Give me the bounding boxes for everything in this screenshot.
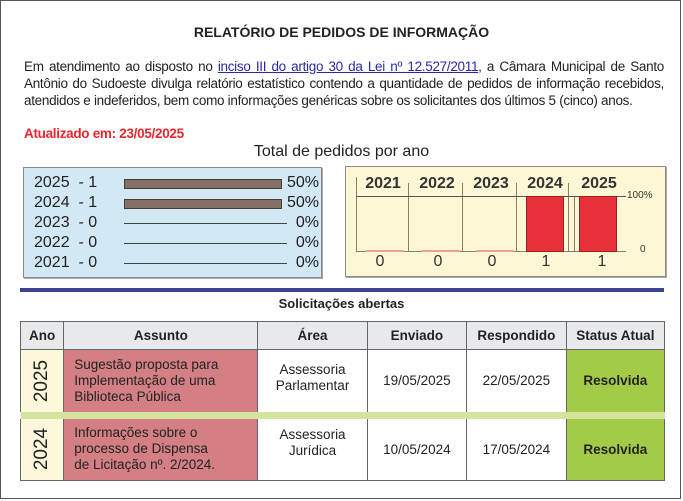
open-requests-title: Solicitações abertas (278, 296, 405, 311)
axis-top-line (356, 196, 626, 197)
intro-text-before: Em atendimento ao disposto no (24, 59, 218, 74)
chart-title: Total de pedidos por ano (253, 143, 430, 160)
year-text: 2025 (31, 359, 53, 402)
summary-label: 2022 - 0 (34, 234, 98, 251)
area-line: Assessoria (279, 426, 346, 442)
cell-respondido: 22/05/2025 (466, 349, 567, 412)
grid-line (574, 196, 575, 252)
separator-cell (20, 411, 665, 419)
subject-line: de Licitação nº. 2/2024. (74, 457, 216, 473)
summary-label: 2025 - 1 (34, 174, 98, 191)
grid-line (568, 183, 569, 252)
summary-pct: 0% (295, 234, 319, 251)
table-header-row: Ano Assunto Área Enviado Respondido Stat… (19, 321, 666, 350)
intro-paragraph: Em atendimento ao disposto no inciso III… (24, 58, 664, 109)
header-status: Status Atual (565, 321, 666, 350)
year-label: 2023 (473, 175, 509, 192)
bar-value: 1 (597, 253, 607, 270)
summary-pct: 0% (295, 254, 319, 271)
header-assunto: Assunto (63, 321, 259, 350)
bar-value: 0 (433, 253, 443, 270)
axis-label-top: 100% (627, 190, 653, 201)
cell-respondido: 17/05/2024 (466, 418, 567, 481)
status-badge: Resolvida (565, 349, 666, 412)
table-row: 2024 Informações sobre o processo de Dis… (19, 418, 666, 481)
area-line: Assessoria (279, 362, 346, 377)
row-separator (20, 411, 665, 419)
updated-date: Atualizado em: 23/05/2025 (24, 126, 184, 141)
vertical-bar-chart: 2021 2022 2023 2024 2025 100% 0 0 0 0 1 … (345, 166, 666, 277)
cell-enviado: 19/05/2025 (366, 349, 468, 412)
grid-line (356, 177, 357, 252)
bar-2024 (526, 196, 564, 252)
cell-enviado: 10/05/2024 (366, 418, 468, 481)
summary-pct: 50% (286, 194, 319, 211)
summary-row-2024: 2024 - 1 50% (34, 194, 319, 214)
status-badge: Resolvida (565, 418, 666, 481)
summary-row-2021: 2021 - 0 0% (34, 254, 319, 274)
summary-label: 2021 - 0 (34, 254, 98, 271)
bar-2021 (366, 250, 404, 252)
section-divider (20, 288, 664, 292)
bar-2022 (422, 250, 460, 252)
cell-area: Assessoria Jurídica (257, 418, 368, 481)
bar-value: 1 (541, 253, 551, 270)
subject-line: Informações sobre o (74, 425, 198, 441)
summary-label: 2023 - 0 (34, 214, 98, 231)
page-title: RELATÓRIO DE PEDIDOS DE INFORMAÇÃO (193, 24, 490, 40)
cell-ano: 2024 (19, 418, 65, 481)
summary-bar (124, 243, 287, 244)
cell-area: Assessoria Parlamentar (257, 349, 368, 412)
bar-2023 (476, 250, 514, 252)
header-enviado: Enviado (366, 321, 468, 350)
horizontal-bar-summary: 2025 - 1 50% 2024 - 1 50% 2023 - 0 0% 20… (23, 167, 322, 278)
year-label: 2022 (419, 175, 455, 192)
intro-text-after: , a Câmara Municipal de Santo Antônio do… (24, 59, 664, 108)
summary-row-2022: 2022 - 0 0% (34, 234, 319, 254)
summary-bar (124, 263, 287, 264)
year-label: 2021 (365, 175, 401, 192)
summary-bar (124, 223, 287, 224)
bar-2025 (579, 196, 617, 252)
subject-line: Sugestão proposta para (74, 356, 219, 372)
grid-line (516, 183, 517, 252)
year-label: 2025 (581, 175, 617, 192)
law-link[interactable]: inciso III do artigo 30 da Lei nº 12.527… (217, 59, 479, 74)
subject-line: Implementação de uma (74, 372, 216, 388)
year-text: 2024 (31, 428, 53, 471)
bar-value: 0 (487, 253, 497, 270)
summary-row-2023: 2023 - 0 0% (34, 214, 319, 234)
summary-bar (124, 199, 282, 209)
subject-line: Biblioteca Pública (74, 388, 181, 404)
cell-assunto: Sugestão proposta para Implementação de … (63, 349, 259, 412)
table-row: 2025 Sugestão proposta para Implementaçã… (19, 349, 666, 412)
summary-label: 2024 - 1 (34, 194, 98, 211)
header-area: Área (257, 321, 368, 350)
cell-ano: 2025 (19, 349, 65, 412)
axis-label-bottom: 0 (640, 244, 646, 255)
cell-assunto: Informações sobre o processo de Dispensa… (63, 418, 259, 481)
header-respondido: Respondido (466, 321, 567, 350)
open-requests-table: Ano Assunto Área Enviado Respondido Stat… (19, 321, 666, 481)
grid-line (408, 183, 409, 252)
year-label: 2024 (527, 175, 563, 192)
summary-pct: 0% (295, 214, 319, 231)
area-line: Jurídica (288, 442, 337, 458)
grid-line (462, 183, 463, 252)
summary-row-2025: 2025 - 1 50% (34, 174, 319, 194)
summary-bar (124, 179, 282, 189)
header-ano: Ano (19, 321, 65, 350)
subject-line: processo de Dispensa (74, 441, 208, 457)
area-line: Parlamentar (275, 378, 350, 393)
summary-pct: 50% (286, 174, 319, 191)
bar-value: 0 (375, 253, 385, 270)
